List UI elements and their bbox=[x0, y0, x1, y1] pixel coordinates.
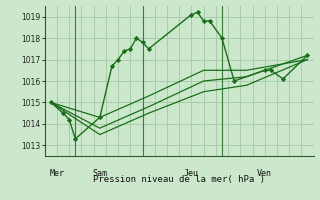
Text: Sam: Sam bbox=[92, 168, 107, 178]
X-axis label: Pression niveau de la mer( hPa ): Pression niveau de la mer( hPa ) bbox=[93, 175, 265, 184]
Text: Ven: Ven bbox=[257, 168, 272, 178]
Text: Jeu: Jeu bbox=[184, 168, 199, 178]
Text: Mer: Mer bbox=[50, 168, 65, 178]
